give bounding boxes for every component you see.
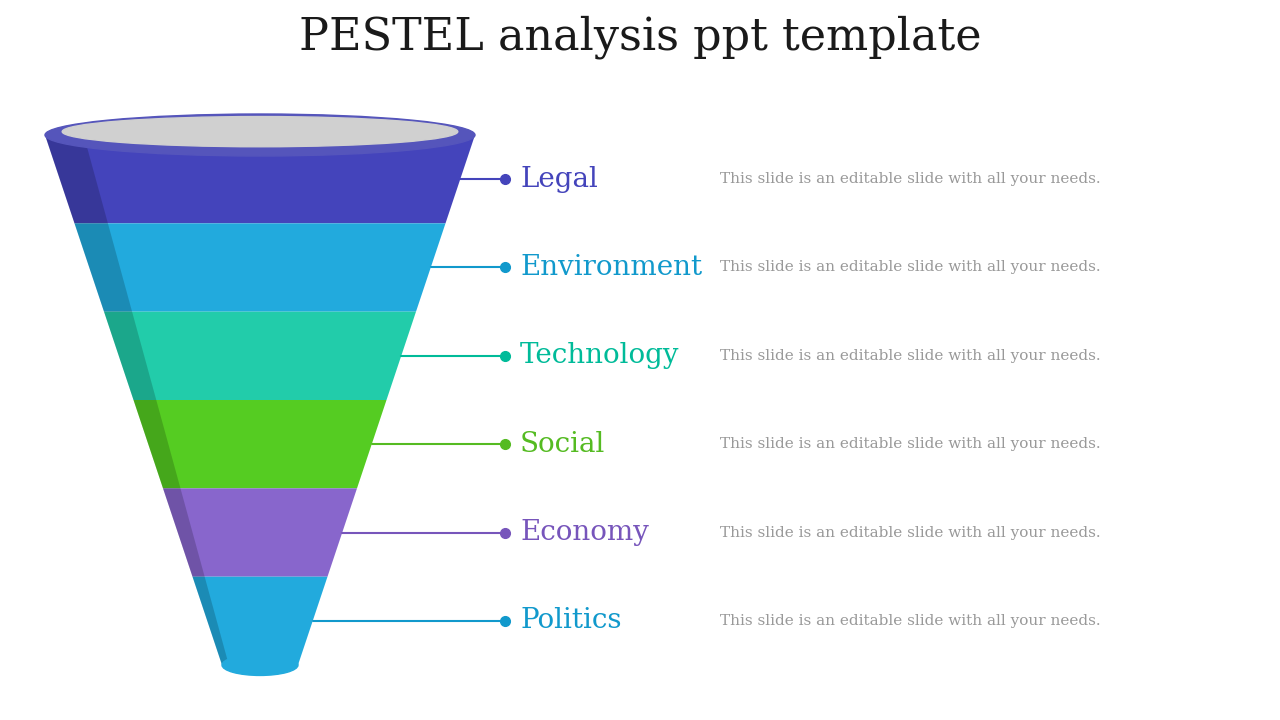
Polygon shape bbox=[74, 223, 445, 312]
Text: Technology: Technology bbox=[520, 342, 680, 369]
Ellipse shape bbox=[45, 114, 475, 156]
Text: This slide is an editable slide with all your needs.: This slide is an editable slide with all… bbox=[719, 614, 1101, 628]
Text: Politics: Politics bbox=[520, 608, 622, 634]
Text: PESTEL analysis ppt template: PESTEL analysis ppt template bbox=[298, 15, 982, 58]
Ellipse shape bbox=[63, 117, 458, 147]
Text: Environment: Environment bbox=[520, 254, 703, 281]
Text: This slide is an editable slide with all your needs.: This slide is an editable slide with all… bbox=[719, 348, 1101, 363]
Polygon shape bbox=[163, 488, 357, 577]
Polygon shape bbox=[133, 400, 180, 488]
Polygon shape bbox=[74, 223, 132, 312]
Text: This slide is an editable slide with all your needs.: This slide is an editable slide with all… bbox=[719, 172, 1101, 186]
Polygon shape bbox=[45, 135, 108, 223]
Polygon shape bbox=[133, 400, 387, 488]
Text: Social: Social bbox=[520, 431, 605, 458]
Text: This slide is an editable slide with all your needs.: This slide is an editable slide with all… bbox=[719, 261, 1101, 274]
Polygon shape bbox=[192, 577, 229, 665]
Ellipse shape bbox=[221, 654, 298, 675]
Polygon shape bbox=[163, 488, 205, 577]
Polygon shape bbox=[104, 312, 156, 400]
Text: Legal: Legal bbox=[520, 166, 598, 193]
Text: Economy: Economy bbox=[520, 519, 649, 546]
Polygon shape bbox=[45, 135, 475, 223]
Text: This slide is an editable slide with all your needs.: This slide is an editable slide with all… bbox=[719, 526, 1101, 539]
Polygon shape bbox=[192, 577, 328, 665]
Text: This slide is an editable slide with all your needs.: This slide is an editable slide with all… bbox=[719, 437, 1101, 451]
Polygon shape bbox=[104, 312, 416, 400]
